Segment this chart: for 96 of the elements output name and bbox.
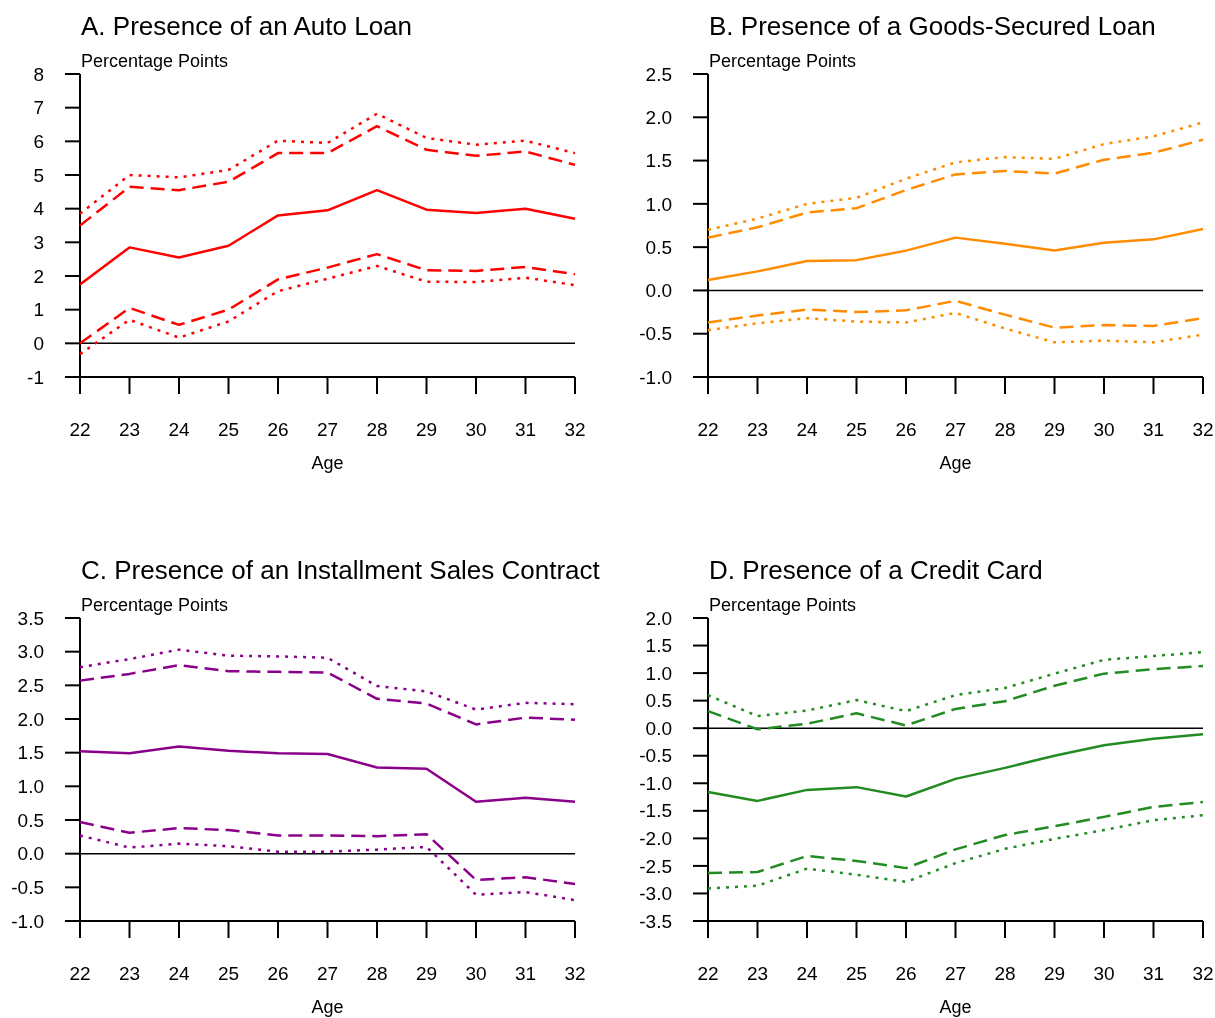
y-tick-label: 3.0 (17, 641, 44, 663)
y-tick-label: 1 (33, 299, 44, 321)
y-axis-title: Percentage Points (709, 51, 857, 71)
x-tick-label: 31 (514, 419, 537, 440)
y-tick-label: 0.0 (17, 843, 44, 865)
x-tick-label: 22 (697, 419, 719, 440)
x-tick-label: 30 (1093, 963, 1115, 984)
x-tick-label: 23 (118, 963, 141, 984)
x-tick-label: 26 (895, 419, 917, 440)
x-tick-label: 26 (267, 419, 289, 440)
x-tick-label: 25 (845, 963, 868, 984)
x-tick-label: 26 (267, 963, 289, 984)
y-tick-label: 2.0 (645, 607, 672, 629)
x-tick-label: 30 (1093, 419, 1115, 440)
x-tick-label: 32 (564, 963, 586, 984)
x-tick-label: 25 (845, 419, 868, 440)
y-tick-label: 2 (33, 265, 44, 287)
y-tick-label: -2.5 (639, 855, 672, 877)
y-tick-label: 0.5 (645, 690, 672, 712)
y-tick-label: -3.0 (639, 883, 672, 905)
y-tick-label: -0.5 (11, 876, 44, 898)
x-tick-label: 24 (796, 419, 818, 440)
y-tick-label: 1.5 (645, 150, 672, 172)
y-tick-label: -1.5 (639, 800, 672, 822)
y-tick-label: -1.0 (639, 772, 672, 794)
y-tick-label: 2.5 (17, 674, 44, 696)
y-tick-label: 2.0 (17, 708, 44, 730)
x-tick-label: 22 (69, 419, 91, 440)
x-tick-label: 29 (1043, 419, 1066, 440)
x-tick-label: 28 (366, 963, 388, 984)
y-axis-title: Percentage Points (709, 595, 857, 615)
x-tick-label: 29 (1043, 963, 1066, 984)
x-tick-label: 23 (746, 963, 769, 984)
x-tick-label: 31 (1142, 419, 1165, 440)
x-tick-label: 32 (1192, 419, 1214, 440)
y-tick-label: 3.5 (17, 607, 44, 629)
x-tick-label: 27 (316, 419, 339, 440)
y-tick-label: 1.0 (645, 662, 672, 684)
y-tick-label: 0.5 (645, 236, 672, 258)
y-tick-label: 0.0 (645, 717, 672, 739)
x-tick-label: 25 (217, 963, 240, 984)
x-tick-label: 28 (994, 419, 1016, 440)
x-tick-label: 26 (895, 963, 917, 984)
y-tick-label: -1.0 (639, 366, 672, 388)
y-tick-label: 7 (33, 97, 44, 119)
x-tick-label: 31 (1142, 963, 1165, 984)
x-tick-label: 29 (415, 419, 438, 440)
y-tick-label: 1.5 (645, 635, 672, 657)
x-tick-label: 31 (514, 963, 537, 984)
chart-title: D. Presence of a Credit Card (709, 555, 1043, 585)
x-tick-label: 24 (168, 963, 190, 984)
x-tick-label: 22 (69, 963, 91, 984)
x-tick-label: 25 (217, 419, 240, 440)
chart-title: B. Presence of a Goods-Secured Loan (709, 11, 1156, 41)
y-axis-title: Percentage Points (81, 595, 229, 615)
y-tick-label: -1.0 (11, 910, 44, 932)
x-tick-label: 24 (168, 419, 190, 440)
x-tick-label: 30 (465, 419, 487, 440)
y-tick-label: 1.0 (645, 193, 672, 215)
y-tick-label: -2.0 (639, 828, 672, 850)
y-tick-label: 6 (33, 130, 44, 152)
y-tick-label: 1.5 (17, 742, 44, 764)
x-axis-title: Age (939, 997, 972, 1017)
x-tick-label: 28 (366, 419, 388, 440)
y-tick-label: 4 (33, 198, 45, 220)
y-tick-label: 3 (33, 231, 44, 253)
chart-title: C. Presence of an Installment Sales Contract (81, 555, 601, 585)
y-tick-label: 5 (33, 164, 44, 186)
y-tick-label: 0.0 (645, 280, 672, 302)
y-tick-label: -1 (27, 366, 44, 388)
y-tick-label: 0 (33, 332, 44, 354)
y-tick-label: -0.5 (639, 323, 672, 345)
y-tick-label: -3.5 (639, 910, 672, 932)
x-axis-title: Age (311, 453, 344, 473)
x-tick-label: 23 (746, 419, 769, 440)
x-tick-label: 32 (1192, 963, 1214, 984)
x-axis-title: Age (939, 453, 972, 473)
chart-title: A. Presence of an Auto Loan (81, 11, 413, 41)
y-tick-label: -0.5 (639, 745, 672, 767)
x-tick-label: 24 (796, 963, 818, 984)
y-tick-label: 2.5 (645, 63, 672, 85)
y-tick-label: 8 (33, 63, 44, 85)
x-tick-label: 29 (415, 963, 438, 984)
x-axis-title: Age (311, 997, 344, 1017)
x-tick-label: 30 (465, 963, 487, 984)
y-tick-label: 1.0 (17, 775, 44, 797)
y-tick-label: 0.5 (17, 809, 44, 831)
y-tick-label: 2.0 (645, 106, 672, 128)
x-tick-label: 22 (697, 963, 719, 984)
x-tick-label: 27 (944, 963, 967, 984)
x-tick-label: 32 (564, 419, 586, 440)
x-tick-label: 28 (994, 963, 1016, 984)
y-axis-title: Percentage Points (81, 51, 229, 71)
x-tick-label: 23 (118, 419, 141, 440)
x-tick-label: 27 (944, 419, 967, 440)
x-tick-label: 27 (316, 963, 339, 984)
